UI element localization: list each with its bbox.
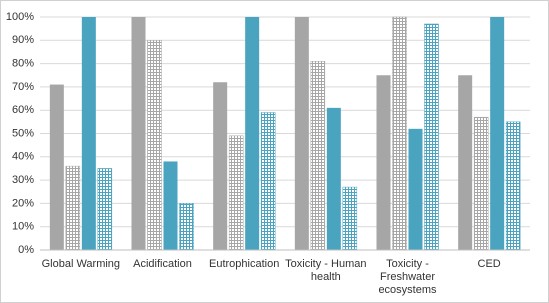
bar — [213, 82, 228, 251]
y-tick-label: 20% — [12, 197, 34, 209]
bar — [376, 75, 391, 250]
bar — [424, 23, 439, 251]
x-tick-label: Global Warming — [41, 258, 121, 270]
bar — [342, 186, 358, 251]
x-tick-label: CED — [477, 258, 501, 270]
bar — [260, 112, 276, 251]
bar — [326, 107, 341, 251]
y-tick-label: 40% — [12, 151, 34, 163]
bar — [310, 61, 326, 251]
y-tick-label: 10% — [12, 221, 34, 233]
bar — [294, 17, 309, 250]
x-tick-label: Toxicity - Freshwater ecosystems — [378, 258, 437, 296]
bar — [245, 17, 260, 250]
bar — [473, 116, 489, 251]
x-tick-label: Acidification — [133, 258, 192, 270]
bar — [163, 161, 178, 250]
bar — [228, 135, 244, 251]
bar — [131, 17, 146, 250]
x-tick-label: Toxicity - Human health — [285, 258, 367, 283]
y-tick-label: 30% — [12, 174, 34, 186]
bar — [147, 40, 162, 251]
bar — [458, 75, 473, 250]
bar — [179, 203, 194, 251]
y-tick-label: 60% — [12, 104, 34, 116]
y-tick-label: 100% — [6, 11, 34, 23]
bar — [65, 165, 81, 251]
bar — [49, 84, 64, 250]
y-tick-label: 90% — [12, 34, 34, 46]
y-tick-label: 50% — [12, 127, 34, 139]
bar — [505, 121, 521, 251]
x-tick-label: Eutrophication — [208, 258, 280, 270]
bar — [97, 168, 113, 251]
y-tick-label: 70% — [12, 81, 34, 93]
bar — [408, 128, 423, 250]
y-tick-label: 0% — [18, 244, 34, 256]
bar — [392, 16, 407, 251]
bar — [490, 17, 505, 250]
y-tick-label: 80% — [12, 58, 34, 70]
bar — [81, 17, 96, 250]
